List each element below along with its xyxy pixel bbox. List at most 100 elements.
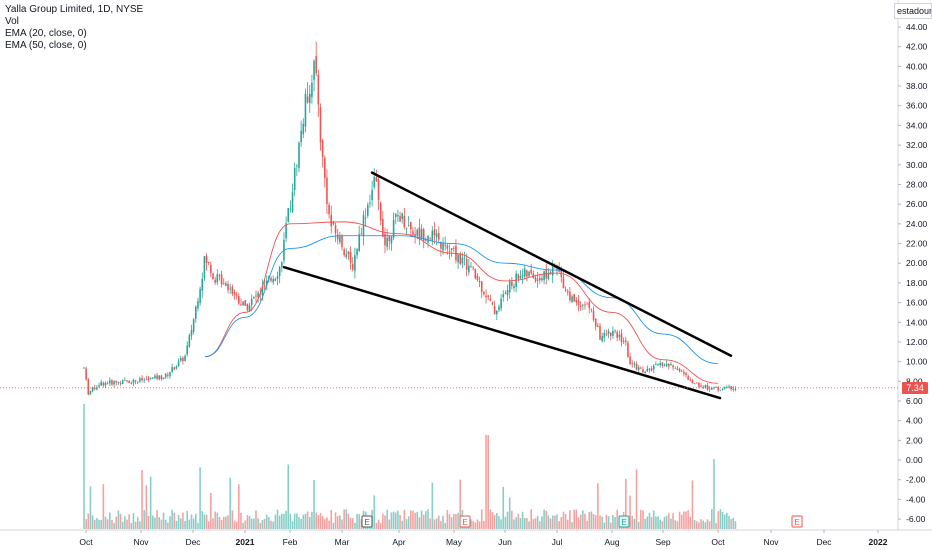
volume-bar	[678, 511, 681, 529]
candle-body	[203, 256, 206, 279]
candle-body	[633, 363, 636, 365]
y-tick-label: 36.00	[906, 101, 928, 111]
volume-bar	[637, 521, 640, 529]
volume-bar	[511, 510, 513, 529]
volume-bar	[169, 516, 171, 529]
volume-bar	[554, 515, 556, 529]
candle-body	[207, 262, 210, 264]
candle-body	[627, 342, 629, 357]
candle-body	[216, 274, 219, 283]
candle-body	[160, 375, 163, 380]
volume-bar	[85, 519, 87, 529]
candle-body	[218, 275, 221, 277]
candle-body	[351, 263, 354, 270]
candle-body	[508, 281, 511, 293]
candle-body	[685, 373, 687, 376]
indicator-ema50[interactable]: EMA (50, close, 0)	[5, 40, 87, 51]
candle-body	[530, 269, 532, 274]
y-tick-label: 26.00	[906, 199, 928, 209]
candle-body	[85, 368, 87, 380]
candle-body	[356, 249, 358, 255]
volume-bar	[119, 513, 122, 529]
candle-body	[732, 388, 735, 390]
volume-bar	[272, 521, 274, 529]
candle-body	[637, 367, 640, 370]
volume-bar	[263, 518, 266, 529]
y-tick-label: 38.00	[906, 81, 928, 91]
indicator-vol[interactable]: Vol	[5, 16, 19, 27]
candle-body	[730, 386, 732, 390]
volume-bar	[663, 516, 666, 529]
volume-bar	[668, 513, 670, 529]
candle-body	[539, 277, 541, 281]
candle-body	[130, 382, 133, 384]
candle-body	[190, 329, 193, 336]
candle-body	[152, 377, 154, 379]
volume-bar	[592, 514, 595, 529]
volume-bar	[734, 521, 737, 529]
x-tick-label: Dec	[816, 537, 832, 547]
y-tick-label: 16.00	[906, 298, 928, 308]
volume-bar	[238, 484, 240, 529]
earnings-marker	[459, 515, 471, 528]
candle-body	[446, 245, 449, 249]
volume-bar	[300, 518, 302, 529]
volume-bar	[573, 509, 575, 529]
volume-bar	[126, 519, 128, 529]
candle-body	[577, 300, 580, 306]
symbol-title[interactable]: Yalla Group Limited, 1D, NYSE	[5, 4, 144, 15]
volume-bar	[379, 522, 382, 529]
volume-bar	[124, 516, 126, 529]
volume-bar	[336, 516, 339, 529]
candle-body	[582, 304, 584, 306]
candle-body	[506, 290, 509, 296]
volume-bar	[407, 516, 410, 529]
volume-bar	[562, 511, 565, 529]
candle-body	[313, 60, 315, 80]
candle-body	[465, 258, 468, 270]
volume-bar	[711, 509, 713, 529]
indicator-ema20[interactable]: EMA (20, close, 0)	[5, 28, 87, 39]
x-tick-label: Jun	[498, 537, 512, 547]
y-tick-label: 12.00	[906, 337, 928, 347]
candle-body	[386, 237, 388, 247]
volume-bar	[328, 520, 330, 529]
volume-bar	[188, 519, 191, 529]
volume-bar	[708, 521, 711, 529]
candle-body	[521, 274, 524, 277]
volume-bar	[190, 514, 193, 529]
candle-body	[291, 192, 294, 212]
candle-body	[528, 271, 530, 277]
volume-bar	[683, 511, 685, 529]
candle-body	[293, 167, 296, 190]
volume-bar	[93, 519, 96, 529]
volume-bar	[246, 515, 249, 529]
candle-body	[523, 268, 526, 277]
volume-bar	[248, 516, 251, 529]
volume-bar	[496, 513, 498, 529]
candle-body	[158, 375, 161, 380]
candle-body	[569, 291, 571, 301]
volume-bar	[182, 512, 184, 529]
volume-bar	[412, 510, 414, 529]
candle-body	[680, 371, 683, 372]
volume-bar	[526, 518, 528, 529]
candle-body	[195, 306, 197, 320]
volume-bar	[502, 486, 505, 529]
volume-bar	[96, 518, 98, 529]
candle-body	[646, 368, 649, 372]
volume-bar	[661, 521, 664, 529]
candle-body	[311, 82, 313, 98]
volume-bar	[528, 521, 530, 529]
candle-body	[670, 364, 672, 366]
candle-body	[719, 389, 722, 391]
volume-bar	[268, 516, 270, 529]
volume-bar	[480, 509, 483, 529]
candle-body	[478, 281, 481, 283]
volume-bar	[646, 516, 649, 529]
candle-body	[115, 380, 118, 383]
candle-body	[644, 371, 646, 374]
candle-body	[296, 165, 298, 167]
volume-bar	[377, 519, 380, 529]
